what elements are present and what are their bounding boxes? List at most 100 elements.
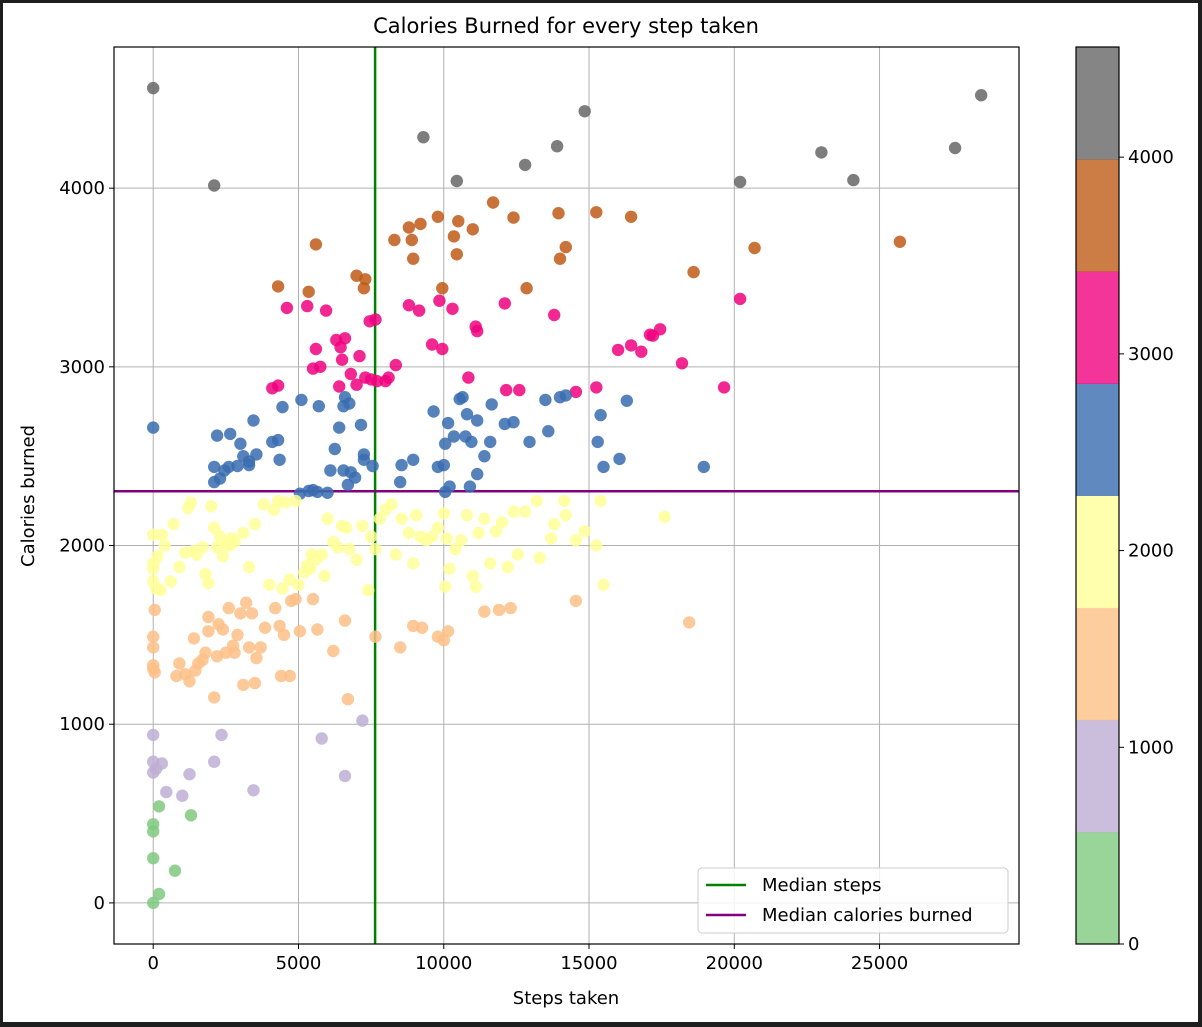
data-point	[293, 625, 307, 638]
data-point	[154, 584, 167, 597]
data-point	[717, 381, 731, 394]
colorbar-segment	[1076, 271, 1119, 384]
data-point	[471, 414, 484, 427]
data-point	[350, 553, 363, 566]
data-point	[263, 578, 276, 591]
legend: Median steps Median calories burned	[697, 867, 1009, 934]
data-point	[148, 603, 161, 617]
data-point	[439, 580, 452, 593]
data-point	[447, 230, 461, 243]
data-point	[369, 542, 382, 556]
data-point	[507, 211, 520, 224]
data-point	[553, 252, 567, 265]
x-tick-label: 20000	[706, 953, 763, 974]
data-point	[471, 324, 484, 338]
data-point	[280, 301, 294, 315]
data-point	[748, 241, 761, 255]
data-point	[228, 646, 241, 659]
data-point	[357, 453, 371, 466]
data-point	[356, 714, 369, 727]
data-point	[147, 896, 160, 910]
data-point	[338, 614, 352, 627]
data-point	[484, 435, 497, 449]
plot-area	[113, 46, 1020, 945]
data-point	[489, 525, 503, 538]
data-point	[443, 562, 456, 575]
data-point	[611, 343, 625, 357]
x-axis-label: Steps taken	[513, 988, 619, 1009]
data-point	[295, 393, 308, 407]
legend-label-median-calories: Median calories burned	[762, 905, 973, 926]
x-tick-label: 10000	[415, 953, 472, 974]
data-point	[446, 302, 459, 315]
data-point	[394, 475, 407, 489]
data-point	[410, 509, 423, 522]
median-lines	[114, 47, 1019, 944]
data-point	[635, 345, 648, 358]
data-point	[594, 494, 607, 508]
colorbar-segment	[1076, 383, 1119, 496]
data-point	[202, 576, 215, 590]
data-point	[292, 578, 305, 591]
data-point	[208, 691, 221, 704]
data-point	[590, 381, 603, 394]
data-point	[199, 646, 212, 659]
data-point	[289, 494, 302, 508]
data-point	[364, 530, 378, 543]
data-point	[683, 616, 696, 629]
data-point	[228, 535, 241, 549]
data-point	[382, 371, 395, 384]
data-point	[167, 517, 180, 531]
data-point	[321, 486, 334, 499]
y-tick-label: 4000	[59, 178, 105, 199]
data-point	[437, 458, 450, 472]
data-point	[815, 146, 828, 159]
data-point	[160, 785, 173, 799]
data-point	[539, 393, 552, 407]
data-point	[155, 528, 169, 541]
data-point	[462, 371, 475, 384]
data-point	[258, 621, 272, 634]
data-point	[245, 607, 259, 620]
data-point	[151, 550, 164, 563]
data-point	[495, 516, 509, 529]
data-point	[202, 625, 215, 638]
data-point	[472, 526, 485, 540]
data-point	[385, 498, 398, 511]
data-point	[324, 464, 337, 477]
data-point	[559, 389, 572, 402]
data-point	[425, 338, 439, 351]
colorbar-tick-label: 1000	[1128, 737, 1174, 758]
data-point	[498, 297, 511, 310]
data-point	[431, 210, 445, 223]
data-point	[578, 525, 591, 538]
data-point	[405, 233, 418, 247]
data-point	[533, 551, 546, 565]
data-point	[466, 223, 479, 236]
data-point	[205, 500, 218, 513]
data-point	[202, 610, 215, 624]
data-point	[658, 510, 671, 524]
data-point	[152, 887, 166, 901]
data-point	[208, 521, 221, 534]
data-point	[478, 512, 491, 525]
data-point	[321, 512, 334, 525]
y-axis-ticks: 0 1000 2000 3000 4000	[59, 178, 114, 914]
data-point	[427, 405, 440, 418]
data-point	[366, 459, 379, 473]
data-point	[559, 509, 572, 522]
data-point	[289, 592, 302, 606]
data-point	[164, 575, 177, 588]
data-point	[302, 285, 315, 298]
data-point	[373, 512, 386, 525]
data-point	[687, 265, 700, 279]
data-point	[340, 521, 353, 534]
data-point	[501, 560, 514, 574]
data-point	[389, 548, 402, 561]
data-point	[594, 408, 607, 422]
data-point	[500, 383, 513, 397]
data-point	[257, 498, 270, 511]
data-point	[548, 517, 561, 531]
data-point	[513, 383, 526, 397]
data-point	[242, 560, 256, 574]
